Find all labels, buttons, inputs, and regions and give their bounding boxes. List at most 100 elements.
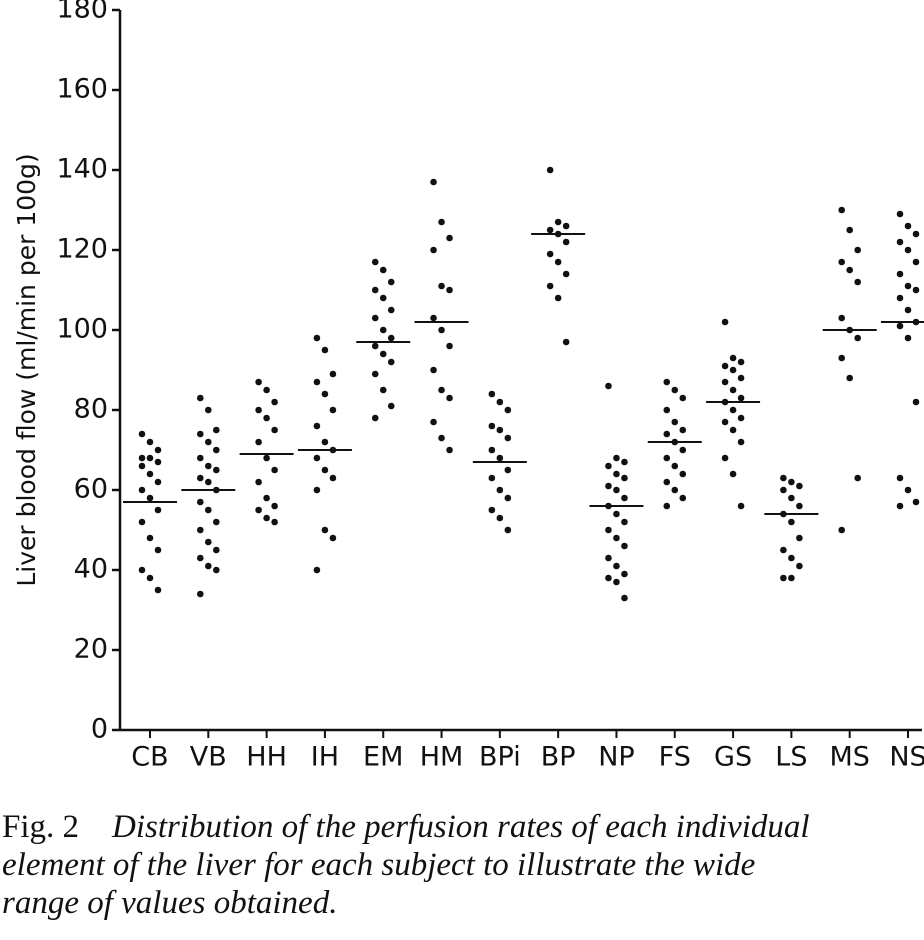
data-point <box>562 222 570 230</box>
data-point <box>371 414 379 422</box>
data-point <box>379 386 387 394</box>
data-point <box>213 426 220 434</box>
data-point <box>138 566 146 574</box>
data-point <box>796 502 803 510</box>
y-tick-label: 120 <box>56 234 108 265</box>
data-point <box>371 258 379 266</box>
data-point <box>896 210 904 218</box>
data-point <box>313 422 321 430</box>
data-point <box>912 498 920 506</box>
data-point <box>138 486 146 494</box>
data-point <box>138 518 146 526</box>
data-point <box>621 494 628 502</box>
data-point <box>313 486 321 494</box>
data-point <box>679 394 687 402</box>
data-point <box>721 378 729 386</box>
data-point <box>780 474 787 482</box>
data-point <box>329 370 337 378</box>
x-tick-label: IH <box>311 742 339 773</box>
data-point <box>146 454 154 462</box>
data-point <box>679 426 687 434</box>
data-point <box>438 326 445 334</box>
data-point <box>213 446 220 454</box>
data-point <box>621 474 628 482</box>
data-point <box>788 574 795 582</box>
x-tick-label: LS <box>775 742 807 773</box>
caption-label: Fig. 2 <box>2 809 80 845</box>
y-tick-label: 180 <box>56 0 108 25</box>
data-point <box>737 414 745 422</box>
data-point <box>546 166 554 174</box>
data-point <box>438 218 445 226</box>
data-point <box>387 358 395 366</box>
data-point <box>554 294 562 302</box>
data-point <box>504 494 512 502</box>
data-point <box>430 178 437 186</box>
data-point <box>838 354 845 362</box>
data-point <box>205 478 212 486</box>
data-point <box>496 426 504 434</box>
data-point <box>446 342 453 350</box>
data-point <box>621 458 628 466</box>
y-tick-label: 80 <box>74 394 108 425</box>
data-point <box>721 454 729 462</box>
data-point <box>562 270 570 278</box>
data-point <box>255 378 262 386</box>
data-point <box>446 446 453 454</box>
x-tick-label: NP <box>598 742 634 773</box>
data-point <box>438 386 445 394</box>
data-point <box>154 506 162 514</box>
data-point <box>605 574 612 582</box>
data-point <box>329 534 337 542</box>
data-point <box>371 314 379 322</box>
data-point <box>613 486 620 494</box>
y-tick-label: 140 <box>56 154 108 185</box>
x-tick-label: BPi <box>479 742 521 773</box>
data-point <box>737 374 745 382</box>
y-tick-label: 60 <box>74 474 108 505</box>
data-point <box>796 534 803 542</box>
data-point <box>621 542 628 550</box>
data-point <box>488 474 496 482</box>
data-point <box>379 350 387 358</box>
data-point <box>729 386 737 394</box>
data-point <box>613 578 620 586</box>
data-point <box>379 294 387 302</box>
data-point <box>146 494 154 502</box>
data-point <box>496 454 504 462</box>
data-point <box>737 394 745 402</box>
x-tick-label: BP <box>541 742 576 773</box>
data-point <box>854 474 861 482</box>
data-point <box>613 454 620 462</box>
data-point <box>546 226 554 234</box>
data-point <box>205 462 212 470</box>
data-point <box>430 246 437 254</box>
data-point <box>197 454 204 462</box>
data-point <box>788 518 795 526</box>
data-point <box>313 454 321 462</box>
data-point <box>496 486 504 494</box>
data-point <box>605 526 612 534</box>
data-point <box>838 206 845 214</box>
data-point <box>488 390 496 398</box>
data-point <box>371 370 379 378</box>
data-point <box>904 282 912 290</box>
data-point <box>446 286 453 294</box>
data-point <box>838 258 845 266</box>
data-point <box>912 258 920 266</box>
data-point <box>263 386 270 394</box>
data-point <box>154 446 162 454</box>
data-point <box>255 438 262 446</box>
data-point <box>387 402 395 410</box>
data-point <box>154 586 162 594</box>
data-point <box>271 518 278 526</box>
data-point <box>663 378 671 386</box>
data-point <box>796 482 803 490</box>
data-point <box>846 266 853 274</box>
data-point <box>605 554 612 562</box>
data-point <box>271 398 278 406</box>
x-tick-label: NS <box>889 742 924 773</box>
data-point <box>788 554 795 562</box>
data-point <box>197 590 204 598</box>
data-point <box>321 466 329 474</box>
